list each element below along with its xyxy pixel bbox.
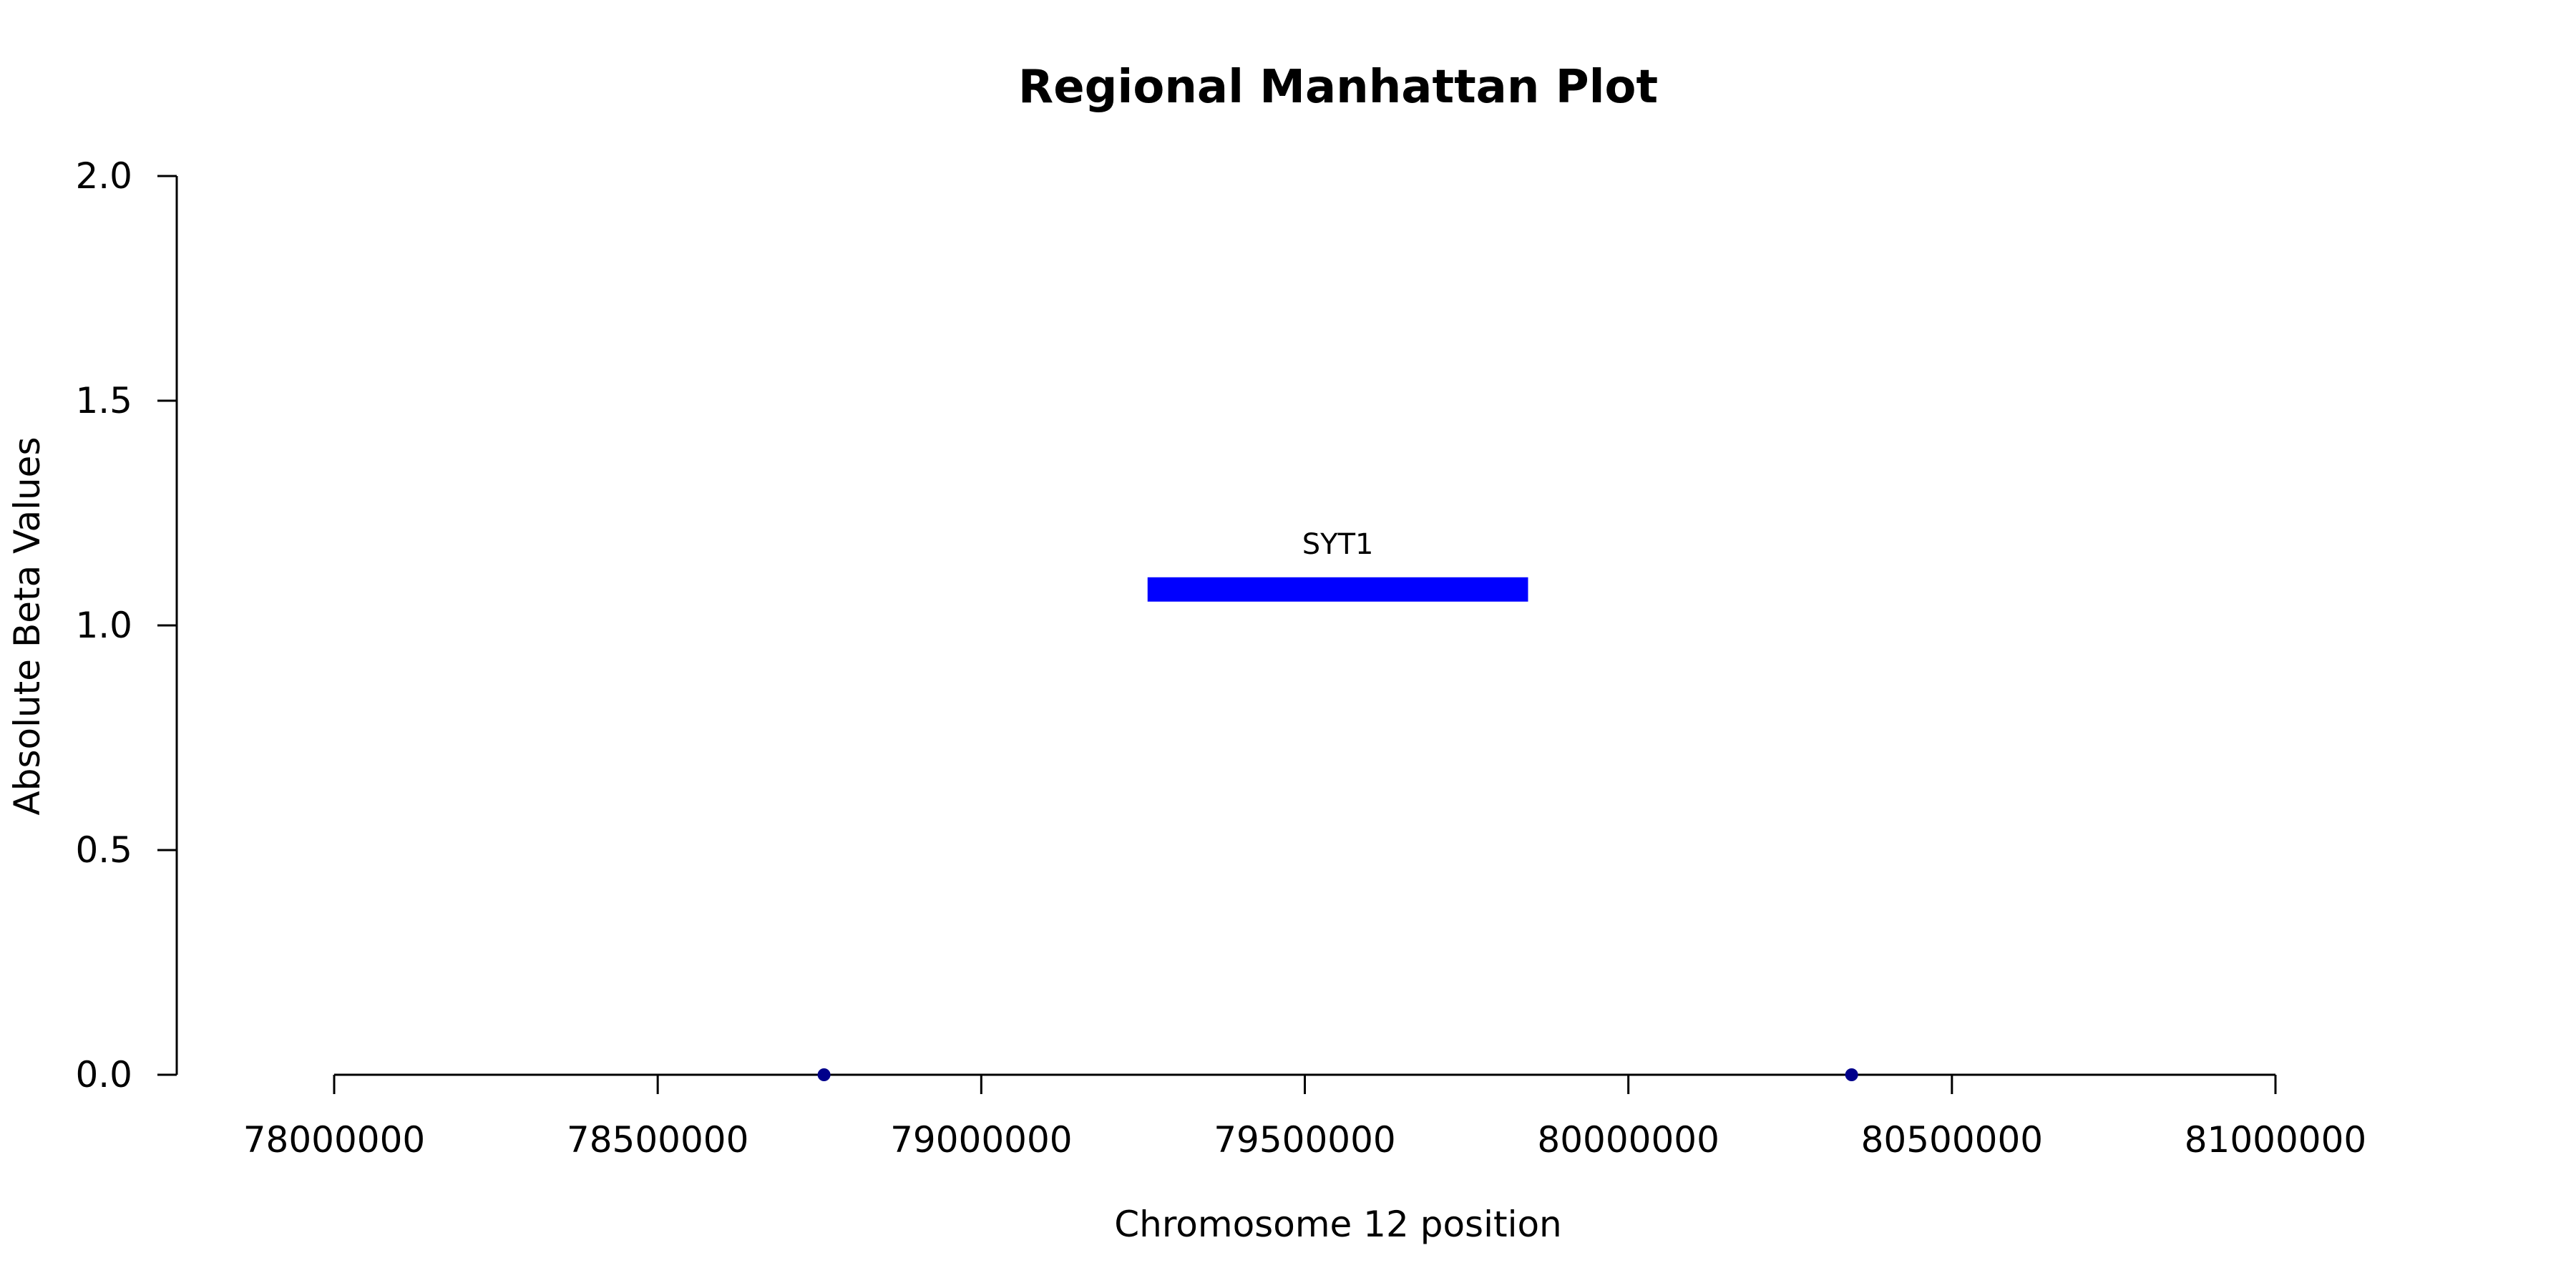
- x-tick-label: 79500000: [1214, 1119, 1396, 1161]
- gene-track: SYT1: [1147, 528, 1528, 602]
- y-tick-label: 1.5: [75, 380, 132, 421]
- gene-label: SYT1: [1302, 528, 1374, 561]
- y-tick-label: 0.0: [75, 1054, 132, 1096]
- y-tick-label: 1.0: [75, 605, 132, 646]
- x-tick-label: 81000000: [2185, 1119, 2367, 1161]
- x-tick-label: 79000000: [890, 1119, 1073, 1161]
- data-points: [817, 1068, 1858, 1081]
- gene-bar: [1147, 577, 1528, 602]
- y-tick-label: 2.0: [75, 155, 132, 197]
- x-tick-label: 78000000: [243, 1119, 426, 1161]
- y-axis: 0.0 0.5 1.0 1.5 2.0: [75, 155, 178, 1096]
- chart-title: Regional Manhattan Plot: [1018, 61, 1658, 114]
- y-tick-label: 0.5: [75, 829, 132, 871]
- x-axis: 78000000 78500000 79000000 79500000 80000000…: [243, 1073, 2367, 1161]
- x-axis-label: Chromosome 12 position: [1114, 1204, 1562, 1245]
- x-tick-label: 78500000: [567, 1119, 749, 1161]
- data-point: [817, 1068, 831, 1081]
- y-axis-label: Absolute Beta Values: [6, 437, 48, 816]
- x-tick-label: 80000000: [1537, 1119, 1719, 1161]
- x-tick-label: 80500000: [1861, 1119, 2044, 1161]
- data-point: [1845, 1068, 1858, 1081]
